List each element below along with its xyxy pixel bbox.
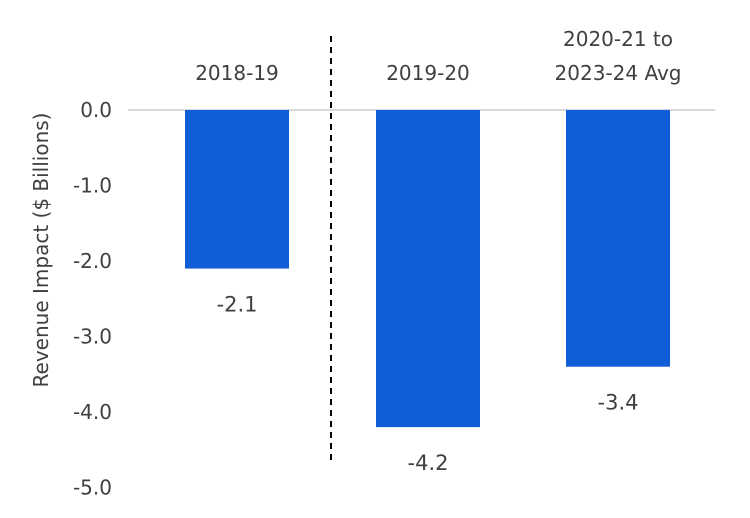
y-tick-label: -1.0 <box>73 174 112 198</box>
category-label: 2023-24 Avg <box>555 61 682 85</box>
y-axis-ticks: 0.0 -1.0 -2.0 -3.0 -4.0 -5.0 <box>73 98 112 500</box>
category-label: 2018-19 <box>195 61 279 85</box>
bars <box>185 110 670 428</box>
bar <box>566 110 670 367</box>
y-tick-label: -2.0 <box>73 249 112 273</box>
y-tick-label: -4.0 <box>73 400 112 424</box>
data-label: -3.4 <box>598 391 639 415</box>
bar <box>376 110 480 428</box>
data-labels: -2.1 -4.2 -3.4 <box>217 293 639 476</box>
y-axis-label: Revenue Impact ($ Billions) <box>29 113 53 388</box>
data-label: -2.1 <box>217 293 258 317</box>
y-tick-label: -3.0 <box>73 325 112 349</box>
category-label: 2019-20 <box>386 61 470 85</box>
y-tick-label: 0.0 <box>80 98 112 122</box>
category-labels: 2018-19 2019-20 2020-21 to 2023-24 Avg <box>195 27 681 85</box>
category-label: 2020-21 to <box>563 27 673 51</box>
data-label: -4.2 <box>408 451 449 475</box>
bar <box>185 110 289 269</box>
y-tick-label: -5.0 <box>73 476 112 500</box>
